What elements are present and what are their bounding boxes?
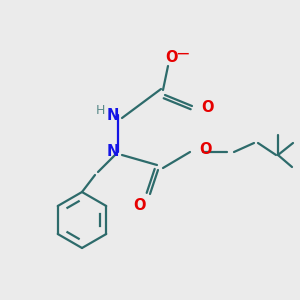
Text: O: O [200, 142, 212, 158]
Text: O: O [165, 50, 177, 65]
Text: H: H [95, 103, 105, 116]
Text: N: N [107, 145, 119, 160]
Text: −: − [175, 45, 189, 63]
Text: N: N [107, 107, 119, 122]
Text: O: O [202, 100, 214, 116]
Text: O: O [134, 199, 146, 214]
